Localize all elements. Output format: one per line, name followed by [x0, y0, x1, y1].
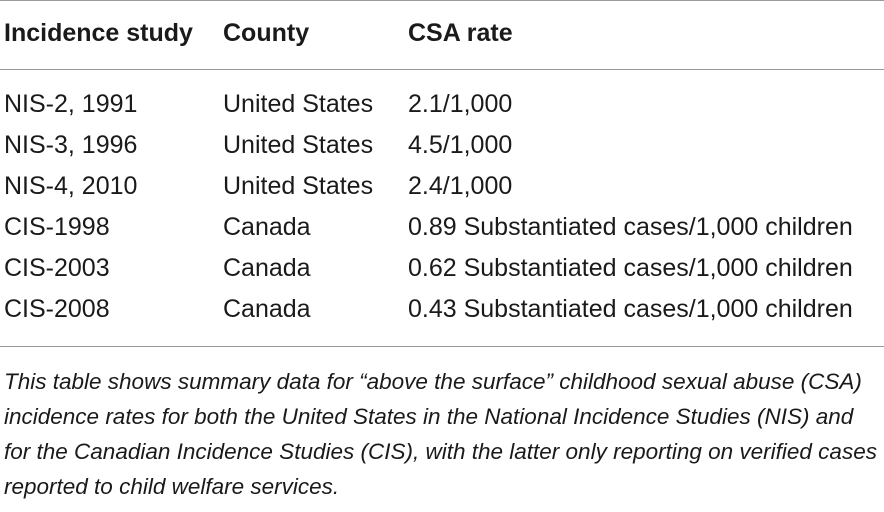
- study-cell: NIS-3, 1996: [4, 131, 138, 159]
- header-incidence-study: Incidence study: [4, 19, 193, 47]
- header-rule: [0, 69, 884, 70]
- table-caption: This table shows summary data for “above…: [4, 369, 877, 499]
- county-cell: United States: [223, 90, 374, 118]
- footer-rule: [0, 346, 884, 347]
- rate-cell: 0.43 Substantiated cases/1,000 children: [408, 295, 853, 323]
- county-cell: Canada: [223, 254, 311, 282]
- rate-cell: 2.4/1,000: [408, 172, 513, 200]
- study-cell: CIS-2003: [4, 254, 110, 282]
- county-cell: Canada: [223, 213, 311, 241]
- study-cell: NIS-4, 2010: [4, 172, 138, 200]
- study-cell: CIS-2008: [4, 295, 110, 323]
- rate-cell: 2.1/1,000: [408, 90, 513, 118]
- header-csa-rate: CSA rate: [408, 19, 513, 47]
- county-cell: United States: [223, 131, 374, 159]
- study-cell: CIS-1998: [4, 213, 110, 241]
- rate-cell: 4.5/1,000: [408, 131, 513, 159]
- county-cell: Canada: [223, 295, 311, 323]
- header-county: County: [223, 19, 310, 47]
- study-cell: NIS-2, 1991: [4, 90, 138, 118]
- rate-cell: 0.62 Substantiated cases/1,000 children: [408, 254, 853, 282]
- rate-cell: 0.89 Substantiated cases/1,000 children: [408, 213, 853, 241]
- county-cell: United States: [223, 172, 374, 200]
- top-rule: [0, 0, 884, 1]
